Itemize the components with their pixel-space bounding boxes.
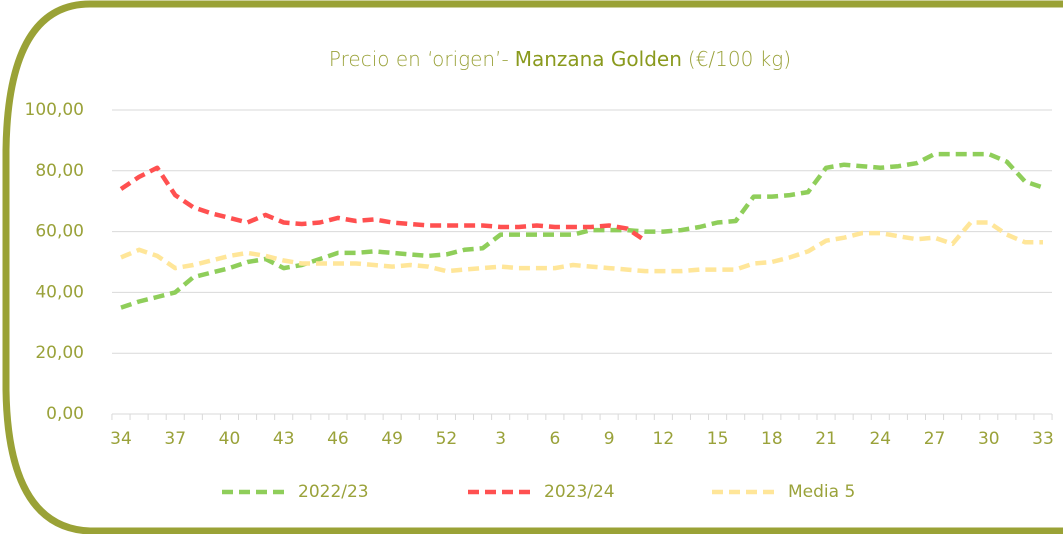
x-tick-label: 30 — [978, 429, 1000, 449]
x-tick-label: 24 — [869, 429, 891, 449]
y-tick-label: 60,00 — [35, 222, 84, 242]
y-tick-label: 0,00 — [46, 404, 84, 424]
legend-label: Media 5 — [788, 482, 855, 502]
x-tick-label: 43 — [273, 429, 295, 449]
x-tick-label: 37 — [164, 429, 186, 449]
x-tick-label: 46 — [327, 429, 349, 449]
y-tick-label: 80,00 — [35, 161, 84, 181]
x-tick-label: 33 — [1032, 429, 1054, 449]
y-tick-label: 100,00 — [25, 100, 84, 120]
legend-label: 2022/23 — [298, 482, 369, 502]
x-tick-label: 15 — [707, 429, 729, 449]
series-line — [120, 220, 1043, 274]
x-tick-label: 3 — [495, 429, 506, 449]
series-line — [120, 151, 1044, 310]
title-part: (€/100 kg) — [688, 47, 791, 71]
legend-label: 2023/24 — [544, 482, 615, 502]
title-part: Precio en ‘origen’- — [329, 47, 509, 71]
y-tick-label: 40,00 — [35, 282, 84, 302]
x-tick-label: 34 — [110, 429, 132, 449]
x-tick-label: 9 — [604, 429, 615, 449]
x-tick-label: 52 — [436, 429, 458, 449]
x-tick-label: 12 — [653, 429, 675, 449]
y-tick-label: 20,00 — [35, 343, 84, 363]
x-tick-label: 18 — [761, 429, 783, 449]
chart-title: Precio en ‘origen’- Manzana Golden (€/100 … — [329, 47, 791, 71]
x-tick-label: 49 — [381, 429, 403, 449]
x-tick-label: 6 — [549, 429, 560, 449]
title-part: Manzana Golden — [515, 47, 682, 71]
x-tick-label: 21 — [815, 429, 837, 449]
x-tick-label: 40 — [219, 429, 241, 449]
series-line — [119, 165, 647, 243]
x-tick-label: 27 — [924, 429, 946, 449]
